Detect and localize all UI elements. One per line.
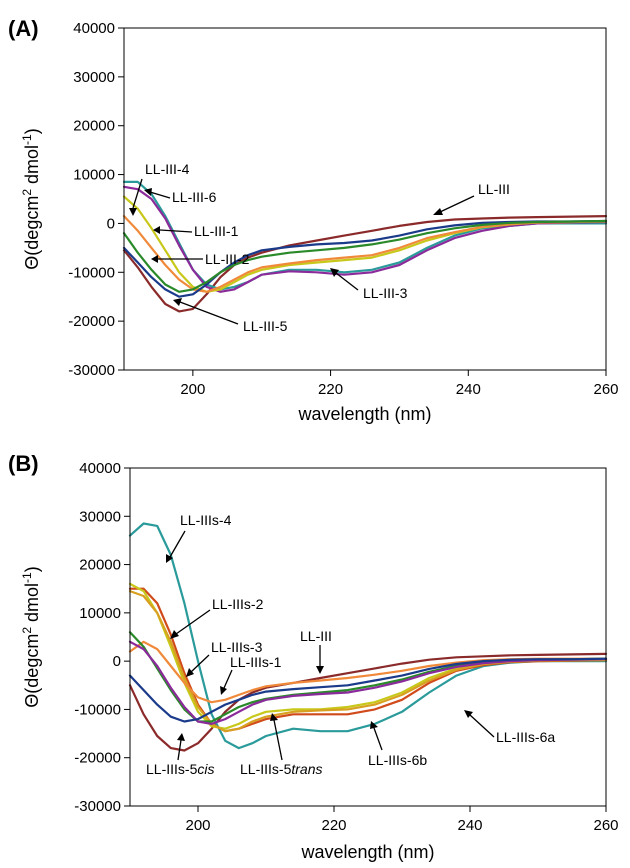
annotation-ll-iii-b: LL-III [300,628,332,644]
annotation-ll-iii-2: LL-III-2 [205,251,250,267]
panel-b-x-tick-label: 260 [593,817,618,834]
panel-b-x-tick-label: 200 [185,817,210,834]
panel-a-series-ll-iii-5 [122,219,608,298]
panel-a-series-ll-iii-2 [122,215,608,293]
panel-a-y-tick-label: -20000 [68,313,115,330]
annotation-ll-iii: LL-III [478,181,510,197]
panel-a: (A) 40000 30000 20000 10000 0 -10000 -20000 -30… [8,16,619,424]
annotation-ll-iii-5: LL-III-5 [243,318,288,334]
panel-a-y-tick-label: 0 [107,215,115,232]
annotation-ll-iiis-2: LL-IIIs-2 [212,596,264,612]
panel-a-label: (A) [8,16,39,41]
panel-b-series-ll-iiis-5cis [128,657,608,723]
annotation-ll-iiis-5cis: LL-IIIs-5cis [146,761,214,777]
panel-a-y-axis-title: Θ(degcm2 dmol-1) [20,128,42,269]
panel-b-x-tick-label: 220 [321,817,346,834]
panel-b: (B) 40000 30000 20000 10000 0 -10000 -20000 -30… [8,451,619,862]
panel-a-y-tick-label: 20000 [73,118,115,135]
panel-a-x-tick-label: 240 [456,381,481,398]
panel-a-series-ll-iii-3 [122,219,608,293]
panel-b-x-axis-title: wavelength (nm) [300,842,434,862]
annotation-ll-iiis-5trans: LL-IIIs-5trans [240,761,322,777]
panel-a-plot-frame [123,27,607,371]
annotation-ll-iiis-1: LL-IIIs-1 [230,654,282,670]
panel-b-y-tick-label: 10000 [79,605,121,622]
panel-a-y-tick-label: 40000 [73,20,115,37]
panel-b-y-tick-label: 40000 [79,460,121,477]
panel-b-label: (B) [8,451,39,476]
panel-a-x-tick-label: 260 [593,381,618,398]
panel-a-y-tick-label: -10000 [68,264,115,281]
annotation-ll-iiis-6a: LL-IIIs-6a [496,729,555,745]
panel-b-y-tick-label: -10000 [74,701,121,718]
panel-a-x-tick-label: 220 [318,381,343,398]
panel-b-y-axis-title: Θ(degcm2 dmol-1) [20,566,42,707]
annotation-ll-iii-1: LL-III-1 [194,223,239,239]
panel-b-y-tick-label: -30000 [74,798,121,815]
panel-a-series-ll-iii [122,215,608,313]
annotation-ll-iiis-3: LL-IIIs-3 [211,639,263,655]
panel-a-series-ll-iii-6 [122,185,608,293]
panel-b-annotations: LL-IIIs-4 LL-IIIs-2 LL-IIIs-3 LL-IIIs-1 … [146,512,555,777]
panel-a-y-tick-label: -30000 [68,362,115,379]
panel-b-plot-frame [129,467,607,807]
panel-a-annotations: LL-III-4 LL-III-6 LL-III-1 LL-III-2 LL-I… [129,161,510,334]
panel-a-x-tick-label: 200 [180,381,205,398]
annotation-ll-iiis-6b: LL-IIIs-6b [368,752,427,768]
panel-a-y-tick-label: 10000 [73,167,115,184]
panel-b-y-tick-label: 30000 [79,508,121,525]
panel-b-series-ll-iiis-6a [128,582,608,730]
annotation-ll-iii-4: LL-III-4 [145,161,190,177]
panel-a-x-axis-title: wavelength (nm) [297,404,431,424]
panel-b-y-tick-label: -20000 [74,750,121,767]
panel-b-y-tick-label: 0 [113,653,121,670]
panel-a-y-tick-label: 30000 [73,69,115,86]
panel-b-y-tick-label: 20000 [79,557,121,574]
panel-b-series-ll-iiis-5trans [128,640,608,725]
annotation-ll-iii-6: LL-III-6 [172,189,217,205]
annotation-ll-iiis-4: LL-IIIs-4 [180,512,232,528]
annotation-ll-iii-3: LL-III-3 [363,285,408,301]
panel-b-x-tick-label: 240 [457,817,482,834]
